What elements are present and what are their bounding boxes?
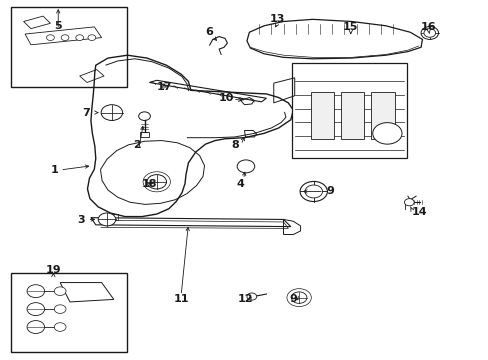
Circle shape [27,303,44,316]
Circle shape [54,323,66,331]
Text: 9: 9 [325,186,333,197]
Circle shape [54,287,66,296]
Circle shape [54,305,66,314]
Circle shape [420,27,438,40]
Text: 12: 12 [237,294,253,304]
Bar [101,214,118,220]
Circle shape [139,112,150,121]
Bar [140,132,149,137]
Bar [310,92,333,139]
Text: 13: 13 [269,14,285,24]
Text: 19: 19 [45,265,61,275]
Text: 11: 11 [173,294,188,304]
Text: 17: 17 [156,82,171,93]
Bar [370,92,394,139]
Circle shape [423,29,435,37]
Text: 8: 8 [231,140,239,150]
Bar [11,7,127,87]
Circle shape [98,213,116,226]
Circle shape [61,35,69,41]
Text: 7: 7 [82,108,90,118]
Circle shape [372,123,401,144]
Bar [292,63,406,158]
Text: 6: 6 [205,27,213,37]
Circle shape [237,160,254,173]
Text: 18: 18 [142,179,157,189]
Text: 1: 1 [50,165,58,175]
Circle shape [300,181,327,202]
Circle shape [27,320,44,333]
Circle shape [46,35,54,41]
Text: 14: 14 [410,207,426,217]
Circle shape [246,293,256,300]
Circle shape [404,199,413,206]
Circle shape [88,35,96,41]
Circle shape [76,35,83,41]
Text: 2: 2 [133,140,141,150]
Circle shape [27,285,44,298]
Circle shape [101,105,122,121]
Text: 9: 9 [289,294,297,304]
Text: 16: 16 [420,22,436,32]
Bar [11,273,127,352]
Text: 10: 10 [218,93,233,103]
Text: 3: 3 [77,215,85,225]
Circle shape [305,185,322,198]
Text: 4: 4 [236,179,244,189]
Circle shape [291,292,306,303]
Bar [340,92,364,139]
Circle shape [147,175,166,189]
Text: 5: 5 [54,21,62,31]
Text: 15: 15 [343,22,358,32]
